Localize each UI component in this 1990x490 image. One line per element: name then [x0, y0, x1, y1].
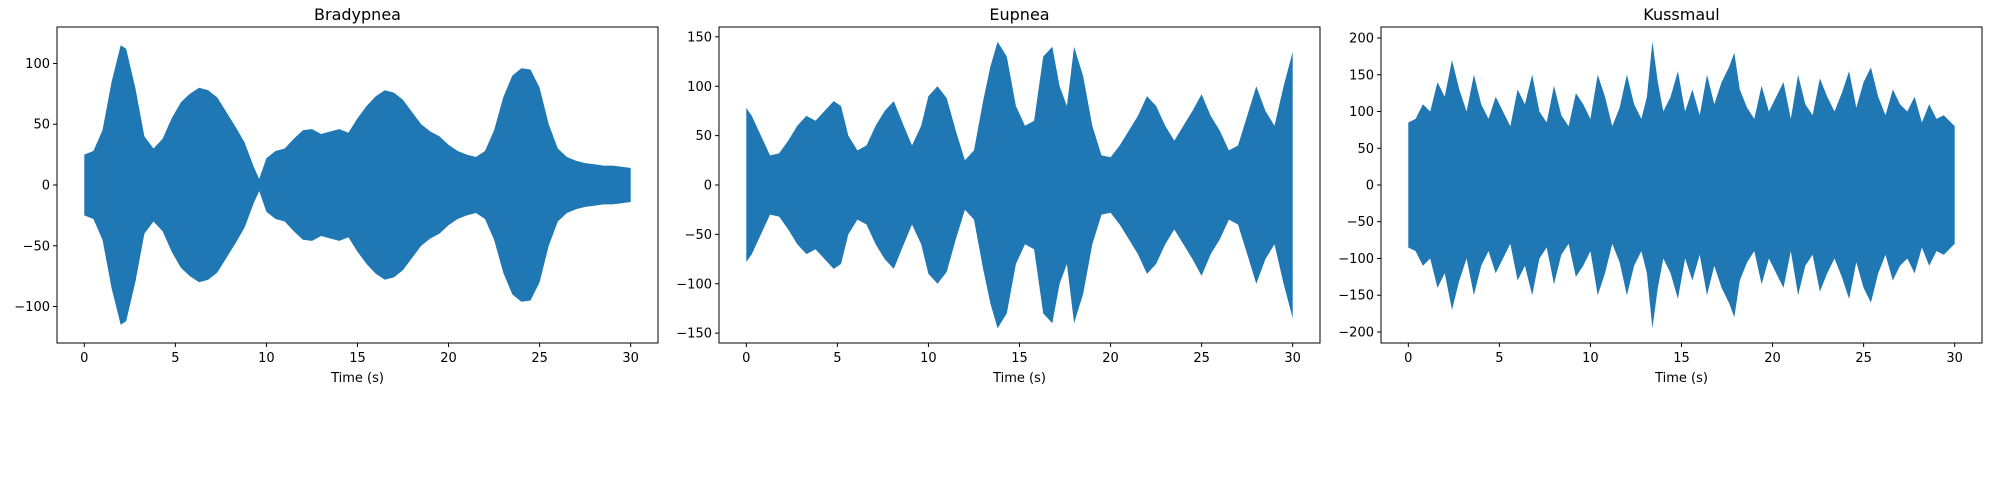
- x-tick-label-3-3: 15: [1673, 351, 1690, 366]
- subplot-2: Eupnea 0 5 10 15 20 25 30 −150 −100 −50 0 50 100 150 Ti…: [676, 5, 1321, 386]
- y-tick-label-1-2: 0: [42, 179, 50, 194]
- x-tick-label-3-4: 20: [1764, 351, 1781, 366]
- x-tick-label-3-6: 30: [1946, 351, 1963, 366]
- x-tick-label-3-5: 25: [1855, 351, 1872, 366]
- x-tick-label-1-0: 0: [80, 351, 88, 366]
- y-tick-label-3-5: 50: [1357, 142, 1374, 157]
- x-tick-label-2-4: 20: [1102, 351, 1119, 366]
- y-tick-label-1-4: 100: [25, 57, 50, 72]
- x-tick-label-2-5: 25: [1193, 351, 1210, 366]
- x-tick-label-1-5: 25: [531, 351, 548, 366]
- x-tick-label-3-2: 10: [1582, 351, 1599, 366]
- x-axis-label-1: Time (s): [330, 371, 384, 386]
- x-tick-label-3-0: 0: [1404, 351, 1412, 366]
- y-tick-label-3-1: −150: [1338, 289, 1374, 304]
- y-tick-label-3-3: −50: [1347, 215, 1374, 230]
- x-tick-label-2-0: 0: [742, 351, 750, 366]
- subplot-3: Kussmaul 0 5 10 15 20 25 30 −200 −150 −100 −50 0 50 10…: [1338, 5, 1983, 386]
- chart-title-1: Bradypnea: [314, 5, 401, 24]
- y-tick-label-3-0: −200: [1338, 325, 1374, 340]
- y-tick-label-3-6: 100: [1349, 105, 1374, 120]
- y-tick-label-2-3: 0: [704, 179, 712, 194]
- chart-title-2: Eupnea: [989, 5, 1049, 24]
- y-tick-label-2-4: 50: [695, 129, 712, 144]
- x-tick-label-2-1: 5: [833, 351, 841, 366]
- signal-envelope-1: [84, 45, 631, 325]
- y-tick-label-2-5: 100: [687, 80, 712, 95]
- x-tick-label-1-4: 20: [440, 351, 457, 366]
- y-tick-label-2-6: 150: [687, 30, 712, 45]
- y-tick-label-1-3: 50: [33, 118, 50, 133]
- subplot-1: Bradypnea 0 5 10 15 20 25 30 −100 −50 0 50 100 Time (…: [14, 5, 659, 386]
- signal-envelope-2: [746, 41, 1293, 329]
- y-tick-label-3-4: 0: [1366, 179, 1374, 194]
- y-tick-label-3-8: 200: [1349, 32, 1374, 47]
- y-tick-label-1-0: −100: [14, 300, 50, 315]
- x-tick-label-2-3: 15: [1011, 351, 1028, 366]
- x-axis-label-3: Time (s): [1654, 371, 1708, 386]
- y-tick-label-2-1: −100: [676, 277, 712, 292]
- x-tick-label-1-6: 30: [622, 351, 639, 366]
- chart-title-3: Kussmaul: [1643, 5, 1719, 24]
- signal-envelope-3: [1408, 41, 1955, 329]
- y-tick-label-1-1: −50: [23, 239, 50, 254]
- y-tick-label-3-7: 150: [1349, 68, 1374, 83]
- x-tick-label-3-1: 5: [1495, 351, 1503, 366]
- y-tick-label-3-2: −100: [1338, 252, 1374, 267]
- x-tick-label-2-2: 10: [920, 351, 937, 366]
- x-tick-label-1-1: 5: [171, 351, 179, 366]
- y-tick-label-2-0: −150: [676, 327, 712, 342]
- x-tick-label-2-6: 30: [1284, 351, 1301, 366]
- x-tick-label-1-2: 10: [258, 351, 275, 366]
- x-tick-label-1-3: 15: [349, 351, 366, 366]
- y-tick-label-2-2: −50: [685, 228, 712, 243]
- x-axis-label-2: Time (s): [992, 371, 1046, 386]
